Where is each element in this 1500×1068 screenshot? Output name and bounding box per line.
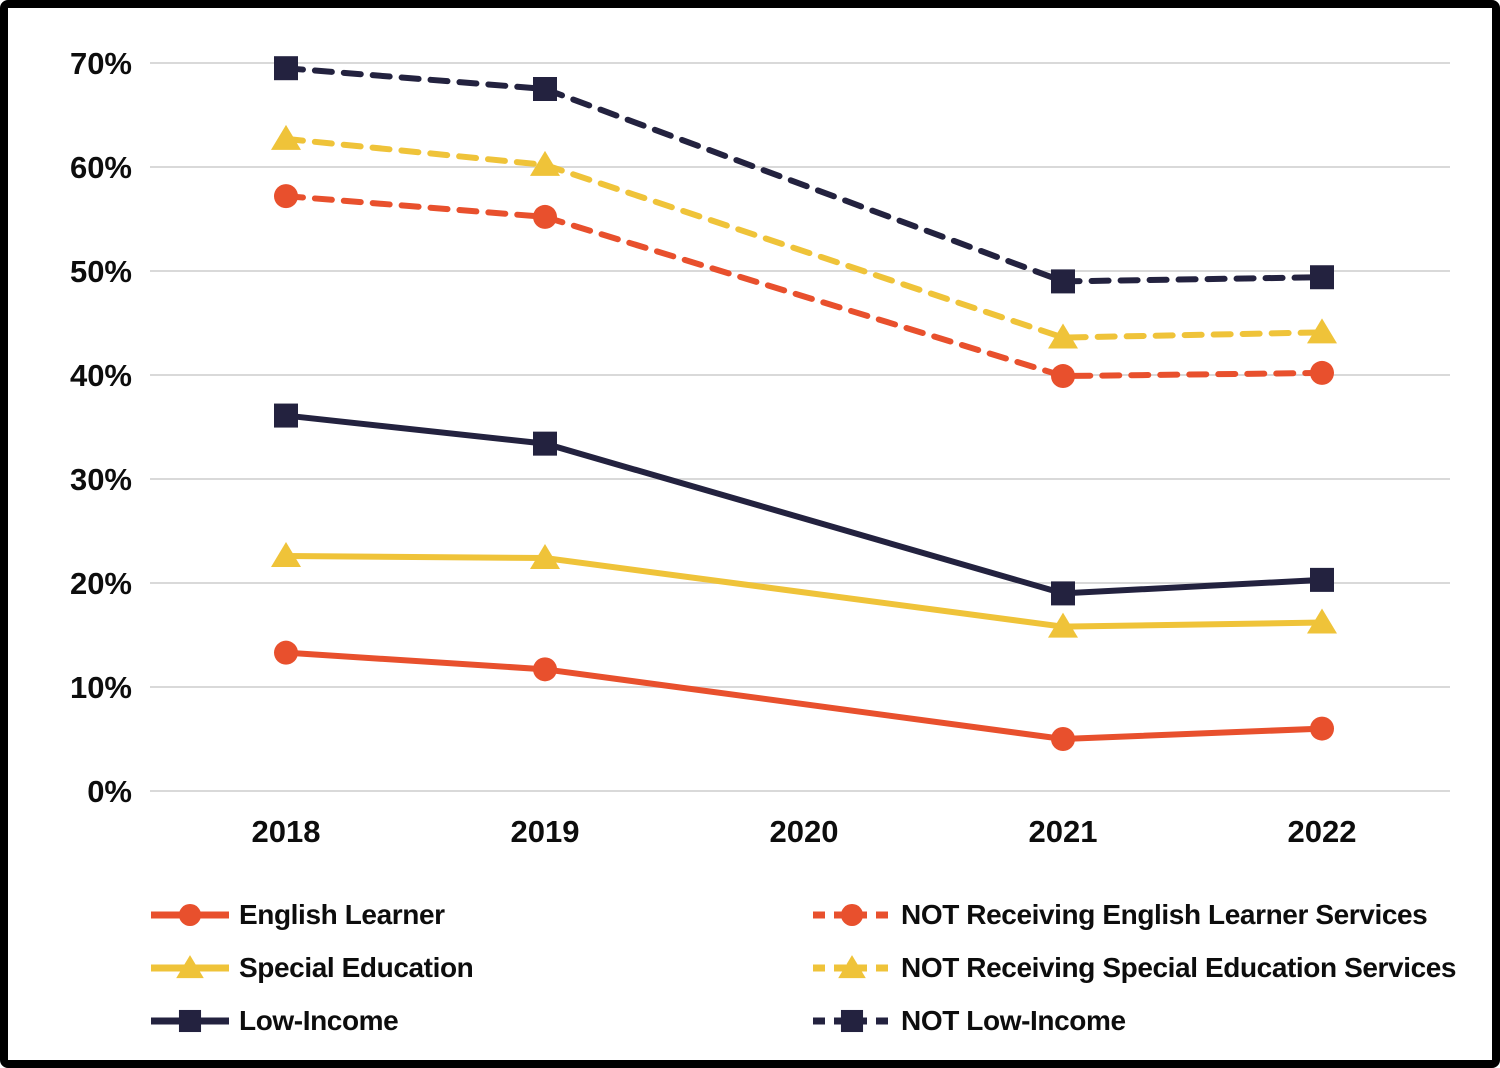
legend-solid-line-swatch xyxy=(151,954,229,978)
square-marker-icon xyxy=(274,56,298,81)
legend-label: NOT Receiving English Learner Services xyxy=(901,898,1428,930)
triangle-marker-icon xyxy=(838,954,866,978)
legend-label: Special Education xyxy=(239,951,474,983)
circle-marker-icon xyxy=(178,903,202,926)
line-chart: 0% 10% 20% 30% 40% 50% 60% 70% 2018 2019 2020 2021 2… xyxy=(70,46,1450,849)
legend-solid-line-swatch xyxy=(151,1009,229,1032)
legend-label: English Learner xyxy=(239,898,445,930)
circle-marker-icon xyxy=(274,640,298,665)
series-line-special-education xyxy=(283,552,1325,630)
square-marker-icon xyxy=(274,403,298,428)
series-markers-english-learner xyxy=(274,640,1334,751)
y-tick-label-50: 50% xyxy=(70,254,132,289)
triangle-marker-icon xyxy=(1048,612,1078,638)
circle-marker-icon xyxy=(840,903,864,926)
x-tick-label-2019: 2019 xyxy=(511,814,580,849)
series-line-not-low-income xyxy=(283,65,1325,285)
circle-marker-icon xyxy=(1310,716,1334,741)
legend-dashed-line-swatch xyxy=(813,903,891,926)
y-tick-label-10: 10% xyxy=(70,670,132,705)
triangle-marker-icon xyxy=(1048,323,1078,349)
series-markers-not-low-income xyxy=(274,56,1334,294)
series-markers-not-receiving-special-education-services xyxy=(271,124,1337,349)
x-tick-label-2022: 2022 xyxy=(1288,814,1357,849)
circle-marker-icon xyxy=(533,657,557,682)
square-marker-icon xyxy=(840,1009,864,1032)
series-markers-special-education xyxy=(271,541,1337,638)
legend-dashed-line-swatch xyxy=(813,954,891,978)
y-tick-label-0: 0% xyxy=(87,774,132,809)
triangle-marker-icon xyxy=(176,954,204,978)
x-tick-label-2021: 2021 xyxy=(1029,814,1098,849)
legend-item-low-income: Low-Income xyxy=(148,994,473,1047)
legend-item-special-education: Special Education xyxy=(148,941,474,994)
y-tick-label-20: 20% xyxy=(70,566,132,601)
legend-item-english-learner: English Learner xyxy=(148,888,473,941)
legend-label: Low-Income xyxy=(239,1004,399,1036)
y-tick-label-30: 30% xyxy=(70,462,132,497)
legend-label: NOT Low-Income xyxy=(901,1004,1126,1036)
circle-marker-icon xyxy=(533,204,557,229)
legend-item-not-receiving-english-learner-services: NOT Receiving English Learner Services xyxy=(810,888,1456,941)
legend-solid-line-swatch xyxy=(151,903,229,926)
circle-marker-icon xyxy=(1051,727,1075,751)
legend-column-dashed: NOT Receiving English Learner Services NO… xyxy=(810,888,1457,1047)
series-line-low-income xyxy=(283,412,1325,597)
triangle-marker-icon xyxy=(271,541,301,567)
square-marker-icon xyxy=(178,1009,202,1032)
y-tick-label-60: 60% xyxy=(70,150,132,185)
square-marker-icon xyxy=(1310,265,1334,290)
legend-item-not-receiving-special-education-services: NOT Receiving Special Education Services xyxy=(810,941,1457,994)
legend-dashed-line-swatch xyxy=(813,1009,891,1032)
legend-item-not-low-income: NOT Low-Income xyxy=(810,994,1456,1047)
square-marker-icon xyxy=(1310,567,1334,592)
legend-column-solid: English Learner Special Education Low-Inco… xyxy=(148,888,474,1047)
series-markers-low-income xyxy=(274,403,1334,606)
triangle-marker-icon xyxy=(1307,608,1337,634)
square-marker-icon xyxy=(533,77,557,101)
circle-marker-icon xyxy=(274,184,298,209)
series-line-not-receiving-english-learner-services xyxy=(283,193,1325,380)
legend-label: NOT Receiving Special Education Services xyxy=(901,951,1457,983)
triangle-marker-icon xyxy=(530,544,560,570)
circle-marker-icon xyxy=(1310,360,1334,385)
x-tick-label-2018: 2018 xyxy=(252,814,321,849)
square-marker-icon xyxy=(1051,269,1075,294)
square-marker-icon xyxy=(1051,581,1075,606)
y-tick-label-40: 40% xyxy=(70,358,132,393)
x-tick-label-2020: 2020 xyxy=(770,814,839,849)
triangle-marker-icon xyxy=(530,150,560,176)
series-line-not-receiving-special-education-services xyxy=(283,135,1325,341)
triangle-marker-icon xyxy=(1307,318,1337,344)
series-line-english-learner xyxy=(283,649,1325,743)
series-markers-not-receiving-english-learner-services xyxy=(274,184,1334,389)
triangle-marker-icon xyxy=(271,124,301,150)
y-tick-label-70: 70% xyxy=(70,46,132,81)
circle-marker-icon xyxy=(1051,364,1075,389)
square-marker-icon xyxy=(533,431,557,456)
